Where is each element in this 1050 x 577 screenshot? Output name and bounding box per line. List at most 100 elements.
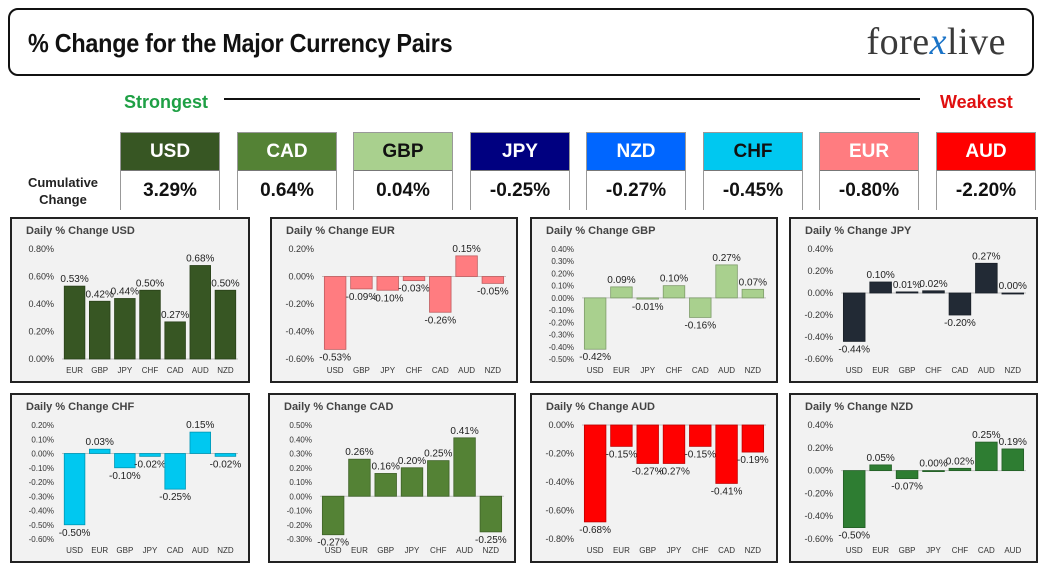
chart-nzd: -0.60% -0.40% -0.20% 0.00% 0.20% 0.40% -0.50% U… — [804, 420, 1027, 555]
x-category-label: GBP — [353, 366, 370, 375]
x-category-label: CAD — [432, 366, 449, 375]
y-tick-label: -0.30% — [29, 492, 54, 501]
bar-aud — [189, 265, 211, 360]
y-tick-label: -0.60% — [804, 354, 833, 364]
header-banner: % Change for the Major Currency Pairs fo… — [8, 8, 1034, 76]
cumulative-value: -0.80% — [820, 171, 918, 210]
data-label: 0.25% — [972, 430, 1000, 441]
y-tick-label: 0.50% — [289, 421, 312, 430]
bar-gbp — [895, 470, 919, 479]
bar-usd — [842, 292, 866, 342]
x-category-label: JPY — [926, 546, 941, 555]
data-label: 0.27% — [712, 253, 740, 264]
cumulative-value: 3.29% — [121, 171, 219, 210]
chart-jpy: -0.60% -0.40% -0.20% 0.00% 0.20% 0.40% -0.44% U… — [804, 244, 1027, 375]
y-tick-label: 0.00% — [31, 450, 54, 459]
data-label: -0.01% — [632, 302, 664, 313]
bar-usd — [321, 495, 345, 536]
y-tick-label: -0.40% — [549, 343, 574, 352]
bar-aud — [453, 437, 476, 497]
y-tick-label: -0.20% — [804, 310, 833, 320]
chart-panel-eur: Daily % Change EUR -0.60% -0.40% -0.20% 0.0… — [270, 217, 518, 383]
data-label: -0.25% — [159, 492, 191, 503]
x-category-label: GBP — [377, 546, 394, 555]
x-category-label: NZD — [745, 546, 762, 555]
y-tick-label: -0.10% — [549, 306, 574, 315]
data-label: -0.27% — [632, 466, 664, 477]
currency-box-jpy: JPY -0.25% — [470, 132, 570, 210]
chart-title: Daily % Change CHF — [26, 401, 135, 413]
x-category-label: JPY — [405, 546, 420, 555]
data-label: 0.50% — [211, 278, 239, 289]
y-tick-label: -0.40% — [804, 332, 833, 342]
bar-chf — [402, 276, 426, 282]
data-label: -0.42% — [579, 352, 611, 363]
bar-gbp — [895, 291, 919, 294]
y-tick-label: 0.80% — [28, 244, 54, 254]
x-category-label: JPY — [380, 366, 395, 375]
x-category-label: NZD — [745, 366, 762, 375]
currency-box-chf: CHF -0.45% — [703, 132, 803, 210]
currency-code: GBP — [354, 133, 452, 171]
y-tick-label: -0.40% — [29, 507, 54, 516]
x-category-label: EUR — [613, 366, 630, 375]
bar-jpy — [139, 453, 161, 457]
bar-jpy — [922, 470, 945, 472]
x-category-label: USD — [66, 546, 83, 555]
bar-usd — [323, 276, 347, 350]
bar-gbp — [636, 424, 659, 464]
x-category-label: GBP — [639, 546, 656, 555]
currency-code: EUR — [820, 133, 918, 171]
data-label: 0.03% — [86, 437, 114, 448]
bar-cad — [689, 297, 712, 318]
bar-jpy — [636, 297, 659, 300]
currency-code: NZD — [587, 133, 685, 171]
data-label: -0.15% — [684, 449, 716, 460]
bar-eur — [89, 448, 111, 454]
currency-code: JPY — [471, 133, 569, 171]
bar-gbp — [89, 300, 111, 360]
bar-aud — [715, 264, 738, 299]
data-label: 0.09% — [607, 275, 635, 286]
chart-panel-usd: Daily % Change USD 0.00% 0.20% 0.40% 0.60% 0… — [10, 217, 250, 383]
y-tick-label: -0.20% — [804, 488, 833, 498]
cumulative-label-line2: Change — [39, 192, 87, 207]
data-label: -0.50% — [838, 531, 870, 542]
x-category-label: EUR — [872, 366, 889, 375]
x-category-label: AUD — [456, 546, 473, 555]
y-tick-label: 0.40% — [807, 420, 833, 430]
logo-text-right: live — [947, 21, 1006, 63]
bar-aud — [1001, 448, 1025, 471]
data-label: -0.19% — [737, 455, 769, 466]
y-tick-label: -0.40% — [804, 511, 833, 521]
data-label: 0.68% — [186, 254, 214, 265]
y-tick-label: -0.20% — [545, 449, 574, 459]
y-tick-label: 0.00% — [807, 288, 833, 298]
data-label: 0.27% — [161, 310, 189, 321]
bar-cad — [429, 276, 452, 313]
bar-aud — [189, 431, 211, 454]
y-tick-label: 0.20% — [31, 421, 54, 430]
chart-eur: -0.60% -0.40% -0.20% 0.00% 0.20% -0.53% USD -0.… — [285, 244, 508, 375]
currency-code: CAD — [238, 133, 336, 171]
y-tick-label: 0.30% — [551, 257, 574, 266]
currency-box-gbp: GBP 0.04% — [353, 132, 453, 210]
page-title: % Change for the Major Currency Pairs — [28, 28, 453, 58]
bar-eur — [869, 464, 892, 472]
bar-nzd — [481, 276, 505, 284]
bar-cad — [164, 321, 186, 360]
x-category-label: CAD — [167, 366, 184, 375]
x-category-label: NZD — [217, 366, 234, 375]
bar-nzd — [741, 288, 765, 299]
y-tick-label: 0.00% — [551, 294, 574, 303]
x-category-label: NZD — [1005, 366, 1022, 375]
data-label: 0.20% — [398, 456, 426, 467]
x-category-label: CHF — [142, 366, 159, 375]
y-tick-label: 0.20% — [289, 464, 312, 473]
chart-panel-cad: Daily % Change CAD -0.30% -0.20% -0.10% 0.0… — [268, 393, 516, 563]
x-category-label: NZD — [217, 546, 234, 555]
y-tick-label: -0.60% — [804, 534, 833, 544]
bar-usd — [63, 453, 86, 526]
bar-eur — [869, 281, 892, 294]
x-category-label: GBP — [899, 366, 916, 375]
